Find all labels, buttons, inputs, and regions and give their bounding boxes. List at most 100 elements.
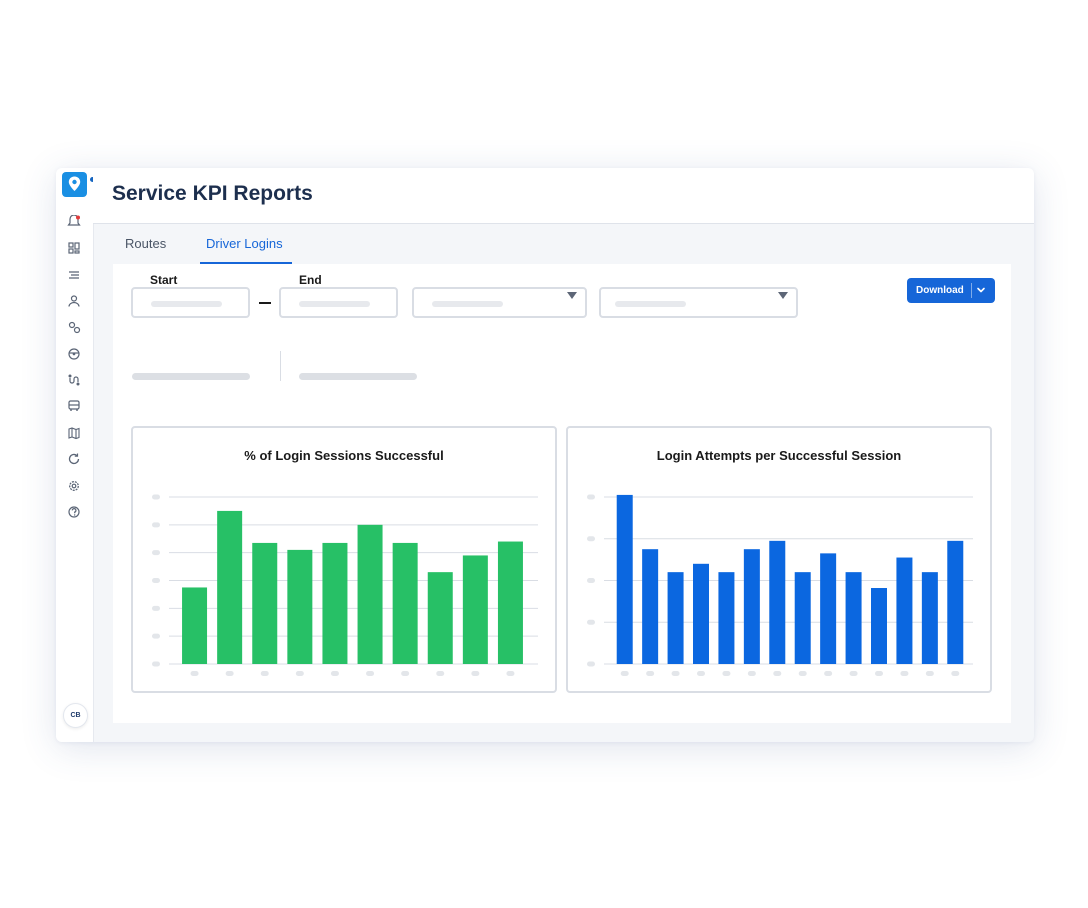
x-tick-label-placeholder	[875, 671, 883, 676]
chart-bar[interactable]	[769, 540, 786, 664]
start-date-input[interactable]	[131, 287, 250, 318]
x-tick-label-placeholder	[190, 671, 199, 676]
tab-routes[interactable]: Routes	[125, 236, 167, 251]
placeholder-bar	[151, 301, 222, 307]
login-attempts-chart	[587, 494, 973, 676]
chart-bar[interactable]	[921, 572, 938, 664]
x-tick-label-placeholder	[330, 671, 339, 676]
sidebar: CB	[56, 168, 96, 742]
chart-bar[interactable]	[462, 555, 488, 664]
refresh-icon[interactable]	[67, 452, 81, 466]
chart-bar[interactable]	[427, 572, 453, 664]
chart-bar[interactable]	[616, 494, 633, 664]
y-tick-label-placeholder	[152, 633, 160, 639]
tab-driver-logins[interactable]: Driver Logins	[200, 224, 292, 264]
y-tick-label-placeholder	[587, 536, 595, 542]
y-tick-label-placeholder	[152, 522, 160, 528]
location-icon[interactable]	[67, 320, 81, 334]
chart-card-login-success: % of Login Sessions Successful	[131, 426, 557, 693]
x-tick-label-placeholder	[697, 671, 705, 676]
page-title: Service KPI Reports	[112, 182, 313, 205]
placeholder-bar	[432, 301, 503, 307]
chart-bar[interactable]	[718, 572, 735, 664]
x-tick-label-placeholder	[747, 671, 756, 676]
x-tick-label-placeholder	[773, 671, 782, 676]
y-tick-label-placeholder	[587, 661, 595, 667]
placeholder-bar	[615, 301, 686, 307]
chart-bar[interactable]	[217, 510, 243, 664]
steering-wheel-icon[interactable]	[67, 347, 81, 361]
dashboard-icon[interactable]	[67, 241, 81, 255]
x-tick-label-placeholder	[295, 671, 304, 676]
x-tick-label-placeholder	[620, 671, 629, 676]
start-label: Start	[150, 273, 178, 287]
download-button[interactable]: Download	[907, 278, 995, 303]
help-icon[interactable]	[67, 505, 81, 519]
chart-bar[interactable]	[896, 557, 913, 664]
chart-bar[interactable]	[820, 553, 837, 664]
y-tick-label-placeholder	[152, 494, 160, 500]
filter-select-2[interactable]	[599, 287, 798, 318]
chart-bar[interactable]	[667, 572, 684, 664]
x-tick-label-placeholder	[401, 671, 410, 676]
chart-bar[interactable]	[845, 572, 862, 664]
x-tick-label-placeholder	[471, 671, 480, 676]
chart-bar[interactable]	[871, 588, 887, 664]
bus-icon[interactable]	[67, 399, 81, 413]
notification-icon[interactable]	[67, 215, 81, 229]
user-icon[interactable]	[67, 294, 81, 308]
summary-divider	[280, 351, 281, 381]
login-success-chart	[152, 494, 538, 676]
x-tick-label-placeholder	[225, 671, 234, 676]
chart-bar[interactable]	[182, 587, 208, 664]
chart-card-login-attempts: Login Attempts per Successful Session	[566, 426, 992, 693]
x-tick-label-placeholder	[671, 671, 680, 676]
app-logo[interactable]	[62, 172, 96, 197]
x-tick-label-placeholder	[951, 671, 960, 676]
y-tick-label-placeholder	[587, 494, 595, 500]
end-label: End	[299, 273, 322, 287]
summary-placeholder	[299, 373, 417, 380]
chart-bar[interactable]	[287, 549, 313, 664]
app-window: CB Service KPI Reports Routes Driver Log…	[56, 168, 1034, 742]
x-tick-label-placeholder	[849, 671, 858, 676]
y-tick-label-placeholder	[587, 619, 595, 625]
chart-bar[interactable]	[497, 541, 523, 664]
end-date-input[interactable]	[279, 287, 398, 318]
chart-bar[interactable]	[642, 549, 659, 664]
chart-bar[interactable]	[252, 542, 278, 664]
chart-bar[interactable]	[693, 563, 709, 664]
x-tick-label-placeholder	[824, 671, 833, 676]
chart-bar[interactable]	[357, 524, 383, 664]
date-range-dash	[259, 302, 271, 304]
x-tick-label-placeholder	[260, 671, 269, 676]
user-avatar[interactable]: CB	[63, 703, 88, 728]
y-tick-label-placeholder	[152, 578, 160, 583]
route-icon[interactable]	[67, 373, 81, 387]
x-tick-label-placeholder	[506, 671, 515, 676]
chart-bar[interactable]	[743, 549, 760, 664]
report-panel: Start End Download % of Login Ses	[113, 264, 1011, 723]
chart-bar[interactable]	[392, 542, 418, 664]
chart-bar[interactable]	[322, 542, 348, 664]
chevron-down-icon[interactable]	[976, 285, 986, 295]
location-pin-icon	[68, 176, 81, 191]
chart-bar[interactable]	[947, 540, 964, 664]
y-tick-label-placeholder	[152, 605, 160, 611]
x-tick-label-placeholder	[722, 671, 731, 676]
settings-icon[interactable]	[67, 479, 81, 493]
button-divider	[971, 283, 972, 298]
filter-select-1[interactable]	[412, 287, 587, 318]
page-header: Service KPI Reports	[93, 168, 1034, 224]
x-tick-label-placeholder	[900, 671, 909, 676]
download-label: Download	[916, 285, 964, 296]
x-tick-label-placeholder	[366, 671, 375, 676]
caret-down-icon	[778, 292, 788, 299]
x-tick-label-placeholder	[646, 671, 655, 676]
summary-placeholder	[132, 373, 250, 380]
map-icon[interactable]	[67, 426, 81, 440]
chart-title: % of Login Sessions Successful	[244, 448, 444, 463]
list-icon[interactable]	[67, 268, 81, 282]
x-tick-label-placeholder	[798, 671, 807, 676]
chart-bar[interactable]	[794, 572, 811, 664]
